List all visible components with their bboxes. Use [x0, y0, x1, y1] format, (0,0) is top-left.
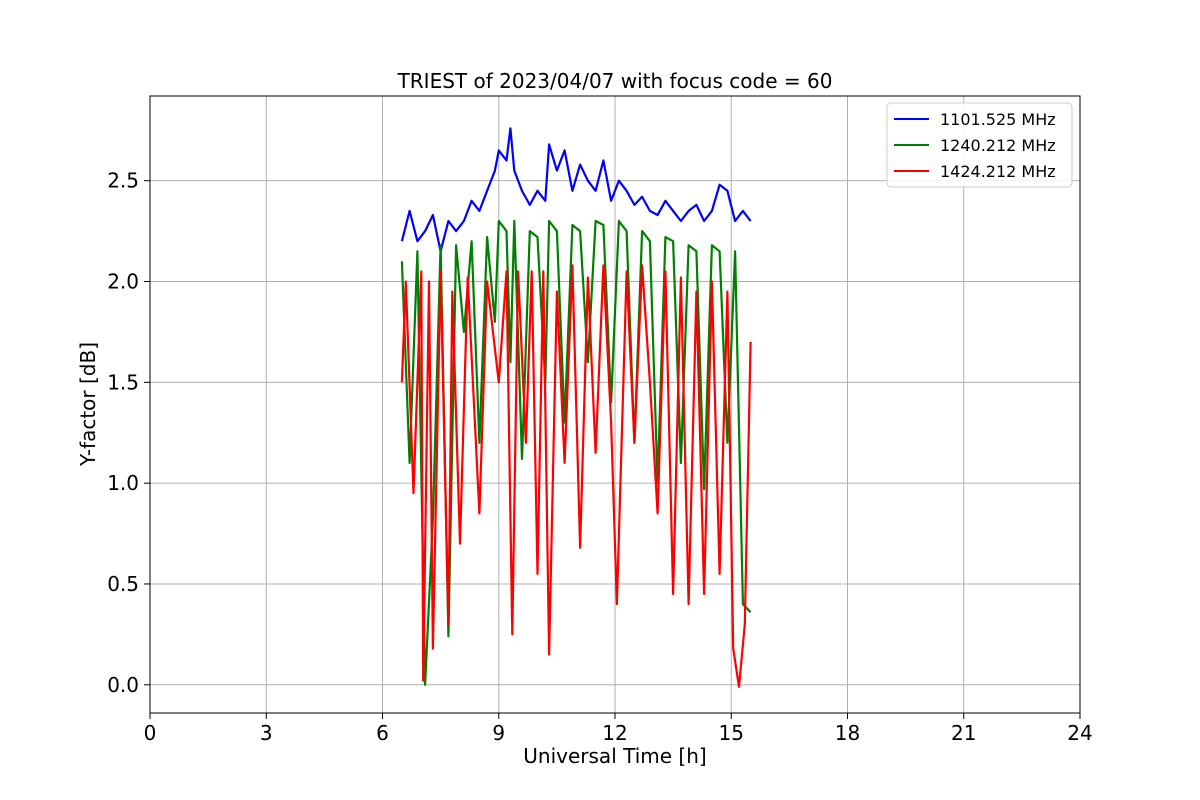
series-line-2 [400, 219, 752, 686]
x-axis-label: Universal Time [h] [523, 744, 706, 768]
y-tick-label: 2.5 [107, 169, 139, 193]
y-tick-label: 0.0 [107, 673, 139, 697]
y-axis-label: Y-factor [dB] [76, 342, 100, 467]
x-tick-label: 12 [602, 721, 627, 745]
legend-label: 1240.212 MHz [940, 136, 1056, 155]
y-tick-label: 2.0 [107, 270, 139, 294]
y-tick-label: 0.5 [107, 572, 139, 596]
x-tick-label: 18 [835, 721, 860, 745]
x-tick-label: 24 [1067, 721, 1092, 745]
y-tick-label: 1.0 [107, 471, 139, 495]
x-tick-label: 9 [492, 721, 505, 745]
x-tick-label: 21 [951, 721, 976, 745]
series-line-3 [400, 264, 752, 688]
legend-label: 1424.212 MHz [940, 162, 1056, 181]
y-axis: 0.0 0.5 1.0 1.5 2.0 2.5 [107, 169, 150, 697]
x-tick-label: 15 [719, 721, 744, 745]
series-layer [400, 127, 752, 688]
x-tick-label: 0 [144, 721, 157, 745]
series-line-1 [400, 127, 752, 253]
x-tick-label: 6 [376, 721, 389, 745]
chart-title: TRIEST of 2023/04/07 with focus code = 6… [397, 69, 833, 93]
y-tick-label: 1.5 [107, 370, 139, 394]
legend-box [886, 102, 1073, 188]
x-tick-label: 3 [260, 721, 273, 745]
legend: 1101.525 MHz 1240.212 MHz 1424.212 MHz [886, 102, 1073, 188]
x-axis: 0 3 6 9 12 15 18 21 24 [144, 713, 1093, 745]
legend-label: 1101.525 MHz [940, 110, 1056, 129]
